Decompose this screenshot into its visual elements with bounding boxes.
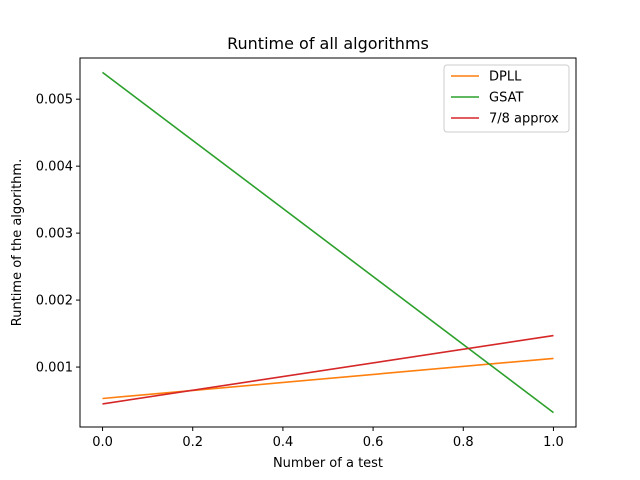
x-tick-label: 0.8 — [453, 435, 474, 450]
x-axis-ticks: 0.0 0.2 0.4 0.6 0.8 1.0 — [92, 427, 564, 450]
series-layer — [102, 71, 554, 414]
chart-title: Runtime of all algorithms — [227, 34, 429, 53]
legend-label: 7/8 approx — [489, 112, 559, 127]
series-line-7-8-approx — [102, 334, 554, 405]
legend-label: DPLL — [489, 70, 522, 85]
x-tick-label: 1.0 — [543, 435, 564, 450]
y-tick-label: 0.005 — [36, 93, 73, 108]
x-axis-label: Number of a test — [273, 456, 383, 471]
y-tick-label: 0.003 — [36, 227, 73, 242]
y-axis-label: Runtime of the algorithm. — [10, 159, 25, 326]
x-tick-label: 0.4 — [273, 435, 294, 450]
y-tick-label: 0.004 — [36, 160, 73, 175]
y-tick-label: 0.001 — [36, 361, 73, 376]
legend: DPLL GSAT 7/8 approx — [443, 64, 570, 133]
x-tick-label: 0.2 — [182, 435, 203, 450]
legend-label: GSAT — [489, 91, 523, 106]
x-tick-label: 0.6 — [363, 435, 384, 450]
plot-area-frame — [79, 57, 577, 428]
y-axis-ticks: 0.001 0.002 0.003 0.004 0.005 — [36, 93, 80, 376]
x-tick-label: 0.0 — [92, 435, 113, 450]
series-line-gsat — [102, 71, 554, 414]
y-tick-label: 0.002 — [36, 294, 73, 309]
legend-box — [443, 64, 570, 133]
